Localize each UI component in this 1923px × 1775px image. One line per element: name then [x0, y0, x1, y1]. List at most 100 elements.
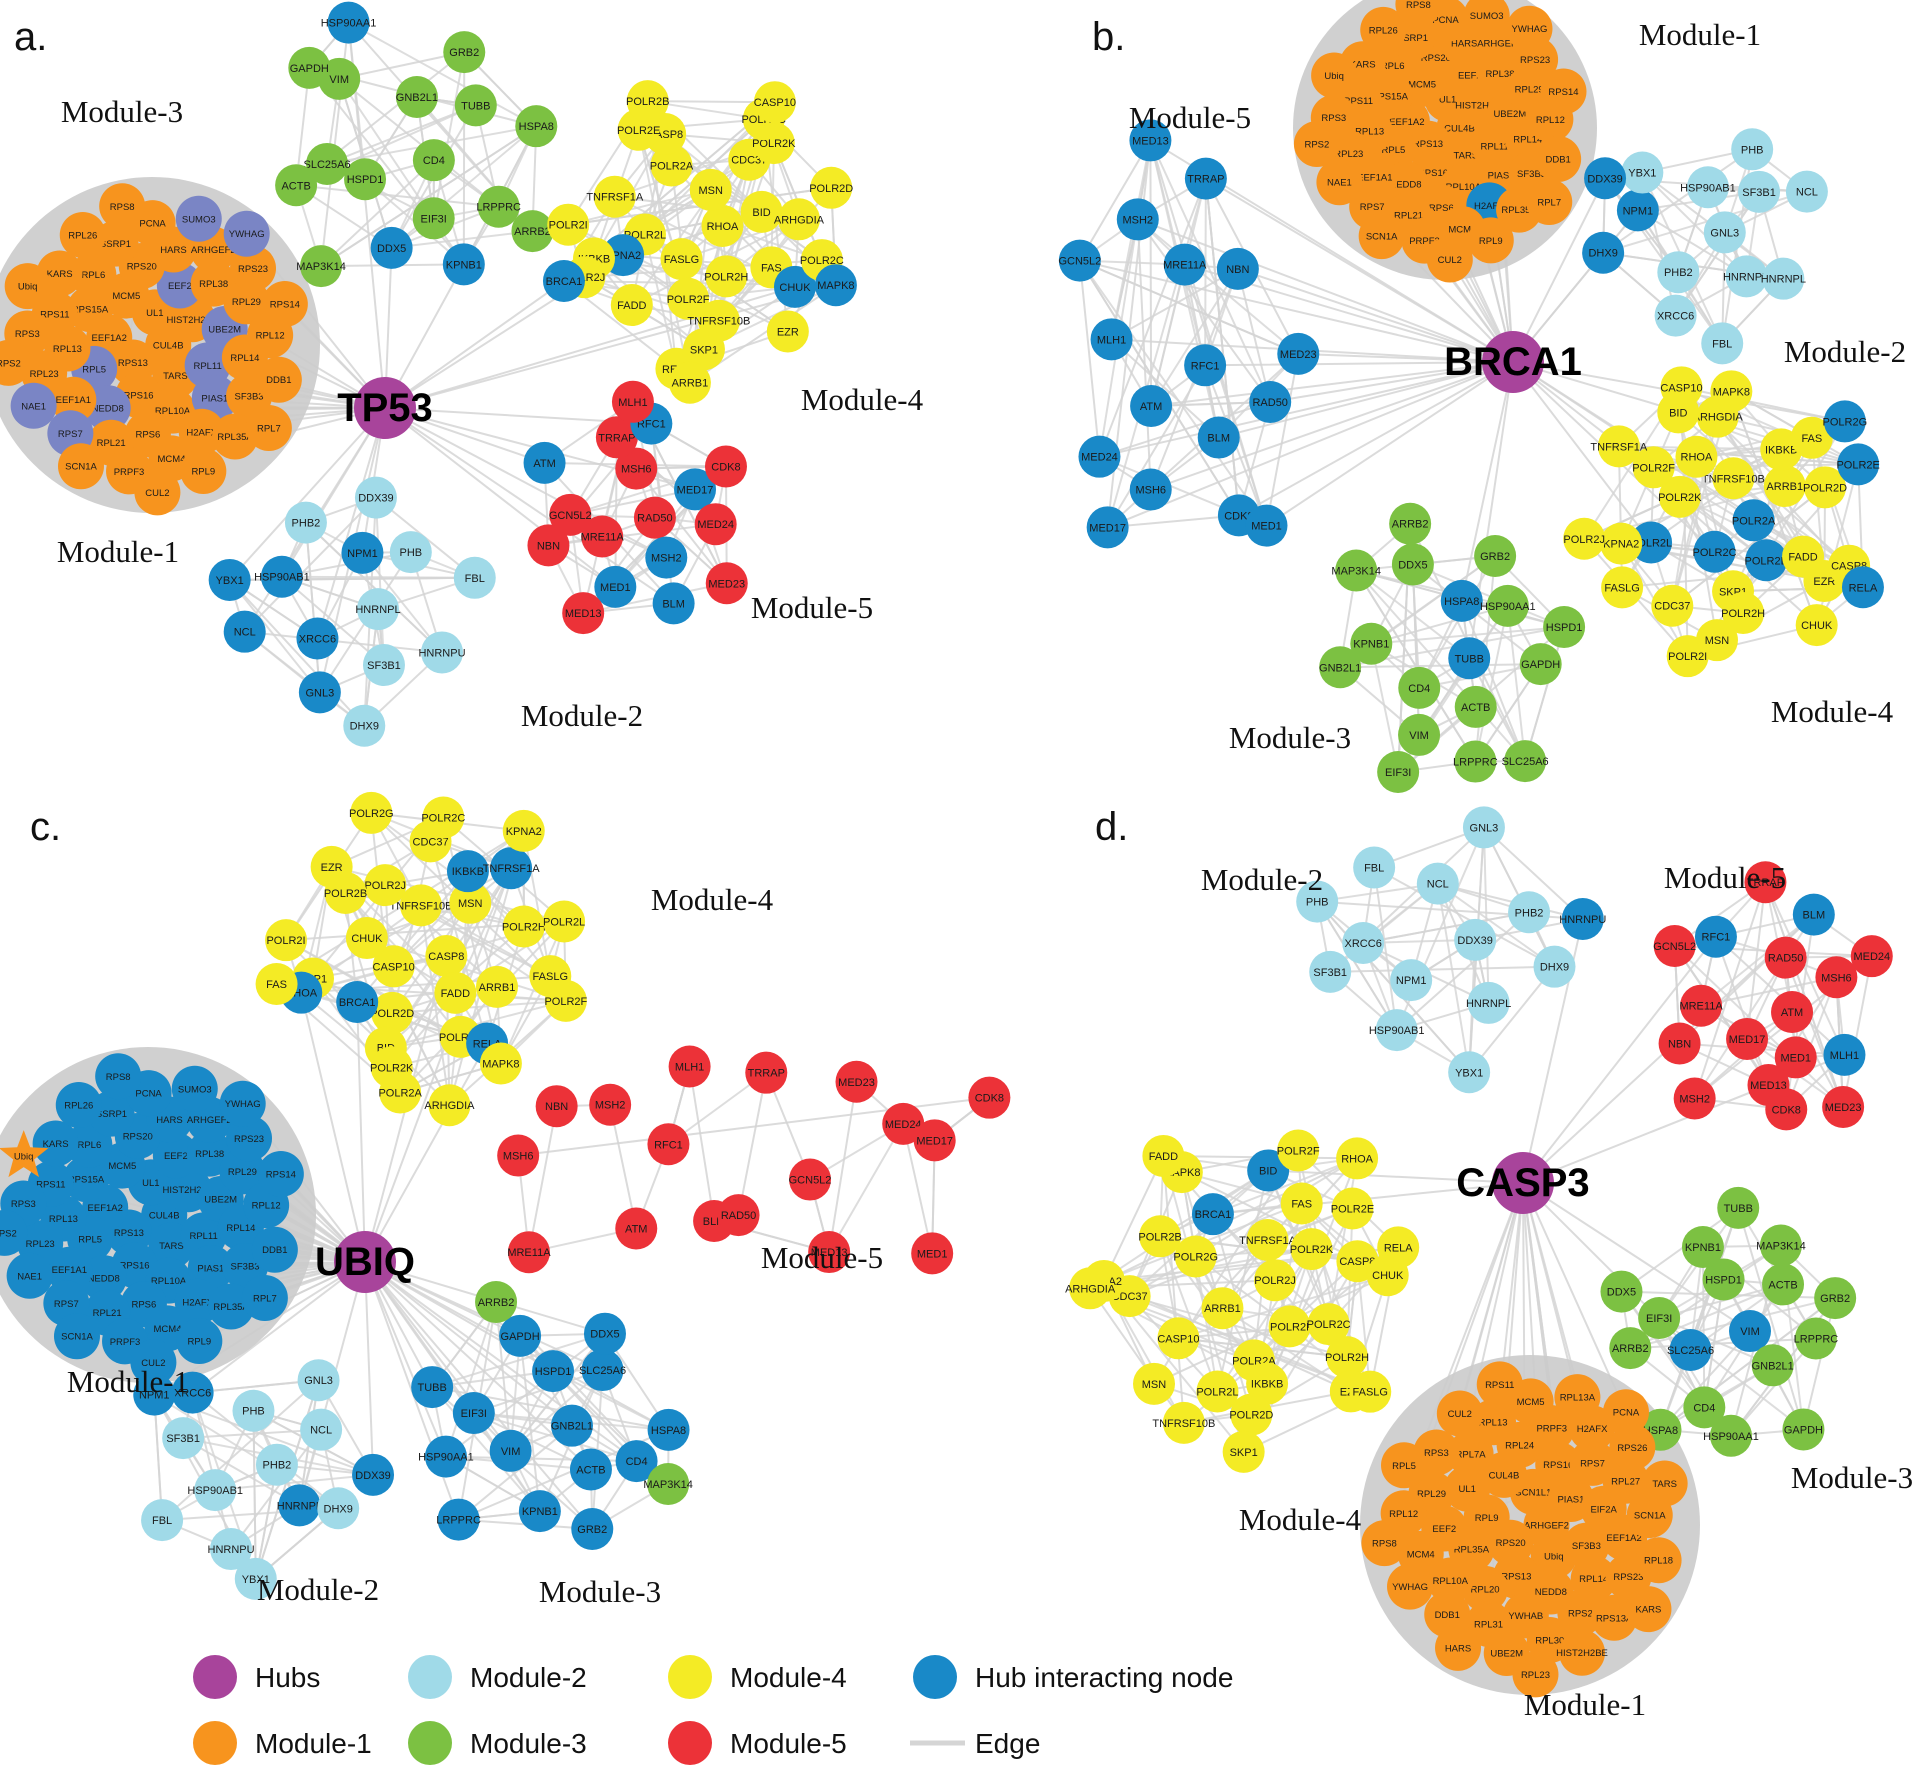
node-KPNB1[interactable]: KPNB1	[518, 1490, 561, 1533]
node-CUL2[interactable]: CUL2	[1436, 1390, 1483, 1437]
node-NAE1[interactable]: NAE1	[10, 382, 57, 429]
node-VIM[interactable]: VIM	[1398, 713, 1441, 756]
node-EIF3I[interactable]: EIF3I	[1377, 750, 1420, 793]
node-PHB2[interactable]: PHB2	[284, 501, 327, 544]
node-LRPPRC[interactable]: LRPPRC	[436, 1498, 481, 1541]
node-POLR2E[interactable]: POLR2E	[1331, 1187, 1374, 1230]
node-MSH2[interactable]: MSH2	[1673, 1077, 1716, 1120]
node-GAPDH[interactable]: GAPDH	[1519, 643, 1562, 686]
node-FADD[interactable]: FADD	[434, 971, 477, 1014]
node-FASLG[interactable]: FASLG	[1349, 1370, 1392, 1413]
node-GNL3[interactable]: GNL3	[298, 671, 341, 714]
node-RPS8[interactable]: RPS8	[95, 1053, 142, 1100]
node-DDX5[interactable]: DDX5	[370, 226, 413, 269]
node-YWHAG[interactable]: YWHAG	[1387, 1563, 1434, 1610]
node-HSPD1[interactable]: HSPD1	[1543, 605, 1586, 648]
node-MLH1[interactable]: MLH1	[1090, 318, 1133, 361]
node-DDX5[interactable]: DDX5	[1391, 543, 1434, 586]
node-ACTB[interactable]: ACTB	[1454, 685, 1497, 728]
node-TUBB[interactable]: TUBB	[1448, 637, 1491, 680]
node-MAPK8[interactable]: MAPK8	[1710, 370, 1753, 413]
node-MED17[interactable]: MED17	[1086, 506, 1129, 549]
node-NCL[interactable]: NCL	[300, 1408, 343, 1451]
node-CDK8[interactable]: CDK8	[968, 1076, 1011, 1119]
node-GRB2[interactable]: GRB2	[443, 31, 486, 74]
node-SF3B1[interactable]: SF3B1	[1309, 950, 1352, 993]
node-YWHAG[interactable]: YWHAG	[223, 210, 270, 257]
node-RPL7[interactable]: RPL7	[245, 404, 292, 451]
node-CASP10[interactable]: CASP10	[754, 81, 796, 124]
node-TRRAP[interactable]: TRRAP	[1184, 157, 1227, 200]
node-IKBKB[interactable]: IKBKB	[446, 850, 489, 893]
node-MED23[interactable]: MED23	[1277, 332, 1320, 375]
node-RPS2[interactable]: RPS2	[1293, 120, 1340, 167]
node-BRCA1[interactable]: BRCA1	[542, 260, 585, 303]
node-PHB[interactable]: PHB	[389, 531, 432, 574]
node-MLH1[interactable]: MLH1	[668, 1045, 711, 1088]
node-RPS14[interactable]: RPS14	[257, 1151, 304, 1198]
node-CHUK[interactable]: CHUK	[1795, 604, 1838, 647]
node-POLR2I[interactable]: POLR2I	[547, 203, 590, 246]
node-POLR2J[interactable]: POLR2J	[364, 864, 407, 907]
node-Ubiq[interactable]: Ubiq	[1311, 52, 1358, 99]
node-POLR2J[interactable]: POLR2J	[1563, 517, 1606, 560]
node-PHB2[interactable]: PHB2	[1657, 251, 1700, 294]
node-BLM[interactable]: BLM	[1197, 416, 1240, 459]
node-DDB1[interactable]: DDB1	[251, 1226, 298, 1273]
hub-node-BRCA1[interactable]: BRCA1	[1444, 331, 1582, 393]
node-SKP1[interactable]: SKP1	[1222, 1430, 1265, 1473]
node-MED13[interactable]: MED13	[562, 592, 605, 635]
node-HSPD1[interactable]: HSPD1	[532, 1350, 575, 1393]
node-VIM[interactable]: VIM	[489, 1429, 532, 1472]
node-SUMO3[interactable]: SUMO3	[171, 1065, 218, 1112]
node-HSPA8[interactable]: HSPA8	[1440, 579, 1483, 622]
node-PHB[interactable]: PHB	[232, 1389, 275, 1432]
node-MRE11A[interactable]: MRE11A	[1679, 984, 1723, 1027]
node-XRCC6[interactable]: XRCC6	[1342, 922, 1385, 965]
node-NPM1[interactable]: NPM1	[341, 531, 384, 574]
node-SLC25A6[interactable]: SLC25A6	[1502, 740, 1549, 783]
node-NAE1[interactable]: NAE1	[1316, 159, 1363, 206]
node-NCL[interactable]: NCL	[223, 610, 266, 653]
node-GNL3[interactable]: GNL3	[1703, 211, 1746, 254]
node-MED23[interactable]: MED23	[835, 1060, 878, 1103]
node-NCL[interactable]: NCL	[1785, 170, 1828, 213]
node-BRCA1[interactable]: BRCA1	[336, 980, 379, 1023]
node-ATM[interactable]: ATM	[615, 1207, 658, 1250]
node-RHOA[interactable]: RHOA	[701, 204, 744, 247]
node-NBN[interactable]: NBN	[1216, 247, 1259, 290]
node-TARS[interactable]: TARS	[1641, 1460, 1688, 1507]
node-DDX5[interactable]: DDX5	[1600, 1270, 1643, 1313]
node-MED24[interactable]: MED24	[1850, 935, 1893, 978]
node-RPL7[interactable]: RPL7	[1526, 179, 1573, 226]
hub-node-TP53[interactable]: TP53	[337, 377, 433, 439]
node-MED23[interactable]: MED23	[705, 562, 748, 605]
node-RAD50[interactable]: RAD50	[717, 1194, 760, 1237]
node-ARRB2[interactable]: ARRB2	[475, 1280, 518, 1323]
node-FADD[interactable]: FADD	[610, 284, 653, 327]
node-GNL3[interactable]: GNL3	[1462, 806, 1505, 849]
node-RPL9[interactable]: RPL9	[176, 1318, 223, 1365]
node-CDK8[interactable]: CDK8	[1765, 1088, 1808, 1131]
node-DHX9[interactable]: DHX9	[317, 1487, 360, 1530]
node-ATM[interactable]: ATM	[523, 441, 566, 484]
node-HSP90AB1[interactable]: HSP90AB1	[187, 1469, 243, 1512]
node-NAE1[interactable]: NAE1	[6, 1252, 53, 1299]
node-DDB1[interactable]: DDB1	[1535, 135, 1582, 182]
node-CASP8[interactable]: CASP8	[425, 935, 468, 978]
node-XRCC6[interactable]: XRCC6	[1654, 294, 1697, 337]
node-CHUK[interactable]: CHUK	[345, 917, 388, 960]
node-MED1[interactable]: MED1	[911, 1232, 954, 1275]
node-DHX9[interactable]: DHX9	[1533, 945, 1576, 988]
node-ATM[interactable]: ATM	[1130, 384, 1173, 427]
node-KPNA2[interactable]: KPNA2	[1600, 522, 1643, 565]
node-DDX39[interactable]: DDX39	[1454, 918, 1497, 961]
node-RFC1[interactable]: RFC1	[1184, 344, 1227, 387]
node-ACTB[interactable]: ACTB	[275, 164, 318, 207]
node-POLR2L[interactable]: POLR2L	[543, 900, 585, 943]
node-RHOA[interactable]: RHOA	[1675, 435, 1718, 478]
node-TUBB[interactable]: TUBB	[411, 1366, 454, 1409]
node-POLR2I[interactable]: POLR2I	[265, 919, 308, 962]
node-RPL7[interactable]: RPL7	[241, 1274, 288, 1321]
node-ACTB[interactable]: ACTB	[569, 1448, 612, 1491]
